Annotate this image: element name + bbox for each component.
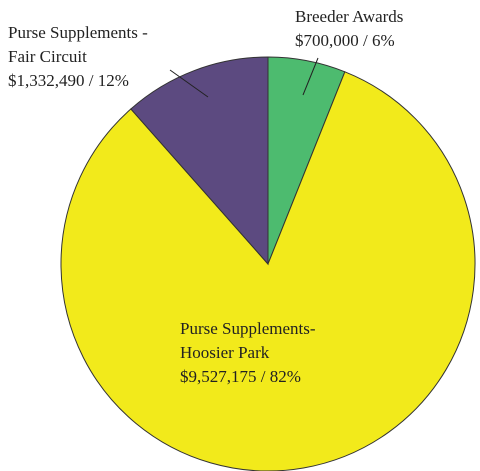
slice-label: Fair Circuit <box>8 47 87 66</box>
slice-label: Hoosier Park <box>180 343 270 362</box>
pie-slice <box>60 71 476 471</box>
leader-line <box>169 69 209 98</box>
pie-slice <box>130 56 269 266</box>
slice-label: Purse Supplements- <box>180 319 316 338</box>
leader-line <box>302 57 319 96</box>
slice-label: Breeder Awards <box>295 7 403 26</box>
value-label: $700,000 / 6% <box>295 31 395 50</box>
slice-label: Purse Supplements - <box>8 23 148 42</box>
value-label: $9,527,175 / 82% <box>180 367 301 386</box>
value-label: $1,332,490 / 12% <box>8 71 129 90</box>
